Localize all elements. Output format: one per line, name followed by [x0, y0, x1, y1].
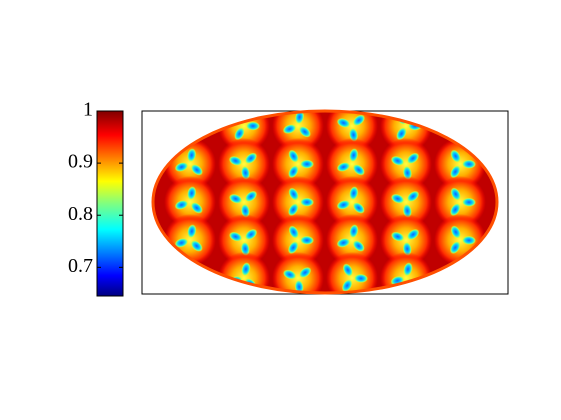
pattern-spot — [349, 186, 359, 201]
pattern-blob — [326, 176, 378, 228]
pattern-spot — [282, 269, 297, 280]
pattern-spot — [298, 126, 311, 138]
pattern-spot — [246, 121, 260, 131]
pattern-blob — [326, 252, 378, 293]
pattern-spot — [352, 202, 365, 214]
pattern-spot — [190, 202, 203, 214]
pattern-blob — [272, 252, 324, 293]
pattern-spot — [228, 193, 243, 204]
pattern-spot — [244, 152, 258, 164]
pattern-spot — [336, 162, 351, 172]
pattern-spot — [341, 279, 353, 292]
pattern-spot — [390, 231, 405, 242]
pattern-spot — [353, 273, 368, 283]
colorbar-gradient — [96, 110, 124, 297]
pattern-blob — [380, 176, 432, 228]
pattern-blob — [218, 214, 270, 266]
pattern-spot — [450, 225, 461, 239]
pattern-spot — [190, 240, 203, 252]
pattern-blob — [164, 176, 216, 228]
pattern-spot — [299, 197, 314, 207]
pattern-spot — [406, 228, 420, 241]
pattern-spot — [288, 225, 299, 239]
pattern-spot — [352, 164, 365, 176]
pattern-spot — [190, 164, 203, 176]
pattern-spot — [390, 155, 405, 166]
pattern-blob — [272, 214, 324, 266]
pattern-spot — [349, 148, 359, 163]
pattern-spot — [342, 263, 353, 277]
pattern-blob — [326, 138, 378, 190]
pattern-spot — [174, 162, 189, 172]
pattern-spot — [234, 127, 245, 141]
pattern-spot — [336, 200, 351, 210]
pattern-spot — [244, 228, 258, 241]
pattern-spot — [187, 148, 197, 163]
pattern-spot — [288, 187, 299, 201]
pattern-spot — [187, 224, 197, 239]
pattern-blob — [272, 176, 324, 228]
pattern-spot — [461, 159, 476, 169]
colorbar: 0.7 0.8 0.9 1 — [68, 99, 124, 297]
colorbar-tick-label: 1 — [83, 99, 93, 121]
pattern-blob — [326, 214, 378, 266]
pattern-spot — [403, 262, 413, 277]
pattern-spot — [299, 235, 314, 245]
pattern-spot — [450, 149, 461, 163]
colorbar-tick-label: 0.7 — [68, 255, 93, 277]
pattern-spot — [461, 197, 476, 207]
pattern-spot — [449, 241, 461, 254]
pattern-spot — [352, 240, 365, 252]
pattern-spot — [450, 165, 461, 179]
pattern-spot — [352, 114, 366, 126]
pattern-blob — [272, 138, 324, 190]
pattern-spot — [174, 238, 189, 248]
colorbar-tick-label: 0.8 — [68, 203, 93, 225]
pattern-spot — [288, 149, 299, 163]
pattern-spot — [336, 118, 351, 128]
pattern-spot — [287, 241, 299, 255]
pattern-spot — [244, 190, 258, 202]
pattern-spot — [406, 190, 420, 202]
pattern-blob — [380, 214, 432, 266]
pattern-spot — [282, 124, 297, 134]
pattern-spot — [288, 165, 299, 179]
pattern-spot — [390, 193, 405, 204]
pattern-spot — [299, 159, 314, 169]
colorbar-tick-label: 0.9 — [68, 151, 93, 173]
pattern-blob — [218, 138, 270, 190]
pattern-spot — [228, 155, 243, 166]
pattern-spot — [461, 235, 476, 245]
map-edge — [151, 109, 499, 295]
pattern-spot — [406, 152, 420, 164]
pattern-blob — [434, 176, 486, 228]
pattern-spot — [288, 203, 299, 217]
pattern-spot — [336, 237, 351, 248]
pattern-spot — [449, 203, 461, 217]
pattern-blob — [218, 176, 270, 228]
pattern-spot — [187, 186, 197, 201]
pattern-spot — [396, 127, 407, 141]
pattern-spot — [228, 231, 243, 242]
pattern-spot — [450, 187, 461, 201]
pattern-spot — [174, 200, 189, 210]
map — [153, 111, 497, 293]
pattern-spot — [349, 224, 359, 239]
pattern-blob — [380, 138, 432, 190]
pattern-spot — [241, 262, 251, 277]
pattern-spot — [298, 266, 312, 279]
